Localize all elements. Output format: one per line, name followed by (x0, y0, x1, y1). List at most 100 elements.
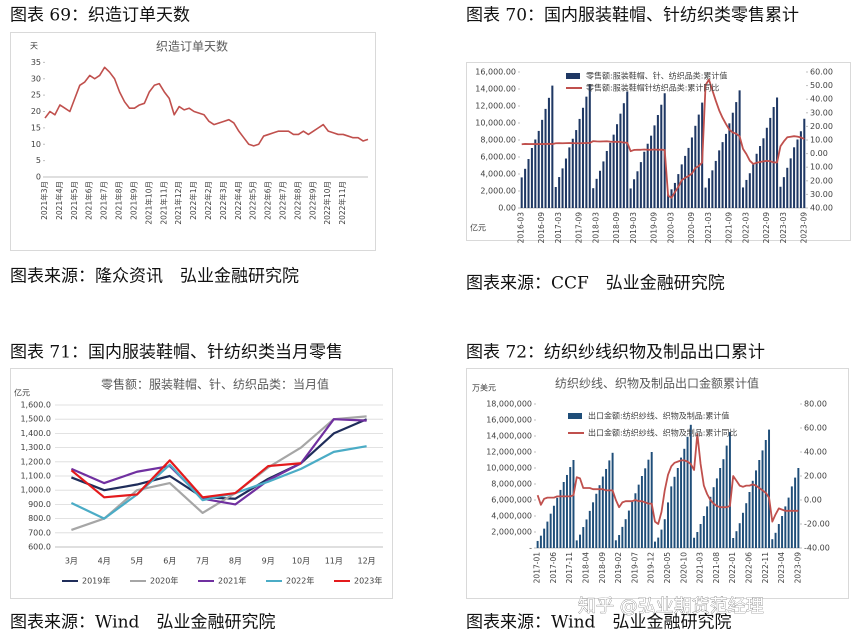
x-tick-label: 2022年6月 (263, 181, 273, 220)
watermark: 知乎 @弘业期货范经理 (578, 596, 764, 617)
y2-tick-label: 80.00 (804, 400, 827, 409)
x-tick-label: 2023-03 (779, 212, 788, 244)
bar (728, 123, 731, 208)
x-tick-label: 2022年7月 (278, 181, 288, 220)
bar (748, 173, 751, 208)
line (70, 459, 302, 499)
bar (738, 523, 741, 548)
bar (650, 452, 653, 548)
y-tick-label: 1,400.0 (20, 429, 51, 438)
y-tick-label: 700.0 (28, 528, 51, 537)
bar (608, 460, 611, 548)
bar (598, 170, 602, 208)
bar (629, 188, 632, 208)
figure-source: 图表来源：隆众资讯 弘业金融研究院 (10, 267, 299, 287)
x-tick-label: 2021年10月 (143, 181, 153, 225)
bar (752, 164, 755, 208)
bar (694, 125, 697, 208)
bar (559, 489, 562, 548)
x-tick-label: 9月 (262, 557, 275, 566)
x-tick-label: 2021-08 (712, 552, 721, 584)
bar (639, 162, 642, 208)
bar (718, 150, 721, 208)
x-tick-label: 2022-01 (728, 552, 737, 584)
bar (699, 524, 702, 548)
y2-tick-label: 40.00 (810, 204, 833, 213)
y-tick-label: 2,000,000 (491, 528, 532, 537)
y-tick-label: 4,000,000 (491, 512, 532, 521)
y2-tick-label: -40.00 (804, 544, 830, 553)
bar (745, 503, 748, 548)
bar (598, 485, 601, 548)
bar (755, 153, 758, 208)
bar (549, 513, 552, 548)
legend-swatch (568, 413, 582, 419)
x-tick-label: 2018-04 (582, 552, 591, 584)
y-tick-label: 12,000,000 (486, 448, 532, 457)
bar (731, 112, 734, 208)
bar (714, 160, 717, 208)
bar (612, 134, 615, 208)
x-tick-label: 10月 (292, 557, 310, 566)
x-tick-label: 2023-09 (799, 212, 808, 244)
bar (569, 467, 572, 548)
bar (758, 460, 761, 548)
y2-tick-label: 10.00 (810, 136, 833, 145)
y-tick-label: - (529, 544, 532, 553)
legend-label: 零售额:服装鞋帽针纺织品类:累计同比 (586, 83, 719, 93)
bar (776, 97, 779, 208)
y-tick-label: 1,600.0 (20, 401, 51, 410)
y-tick-label: 1,500.0 (20, 415, 51, 424)
x-tick-label: 2022-09 (762, 212, 771, 244)
bar (789, 158, 792, 208)
x-tick-label: 8月 (229, 557, 242, 566)
bar (670, 486, 673, 548)
bar (751, 480, 754, 548)
y-tick-label: 600.0 (28, 543, 51, 552)
bar (568, 147, 571, 208)
bar (646, 143, 649, 208)
bar (755, 470, 757, 548)
x-tick-label: 2020-03 (667, 212, 676, 244)
x-tick-label: 2018-09 (598, 552, 607, 584)
bar (768, 429, 771, 548)
bar (618, 535, 621, 548)
x-tick-label: 2022-06 (744, 552, 753, 584)
y-tick-label: 14,000.00 (475, 85, 516, 94)
bar (619, 113, 622, 208)
bar (558, 177, 561, 208)
bar (765, 127, 768, 208)
x-tick-label: 2021-09 (724, 212, 733, 244)
bar (735, 102, 738, 208)
bar (536, 540, 539, 548)
x-tick-label: 2021年8月 (114, 181, 124, 220)
y-tick-label: 4,000.00 (480, 170, 516, 179)
bar (602, 161, 605, 208)
bar (683, 448, 686, 548)
x-tick-label: 2017-09 (575, 212, 584, 244)
bar (706, 506, 709, 548)
bar (614, 540, 617, 548)
y2-tick-label: 60.00 (804, 424, 827, 433)
x-tick-label: 2020-05 (663, 552, 672, 584)
legend-label: 2021年 (218, 576, 246, 586)
x-tick-label: 2022年9月 (307, 181, 317, 220)
y-tick-label: 35 (31, 58, 41, 67)
x-tick-label: 2022年11月 (337, 181, 347, 225)
bar (711, 170, 714, 208)
bar (663, 519, 666, 548)
bar (572, 460, 575, 548)
chart-title: 织造订单天数 (156, 39, 228, 54)
bar (588, 84, 591, 208)
legend-label: 2019年 (82, 576, 110, 586)
bar (564, 158, 567, 208)
x-tick-label: 2022-11 (761, 552, 770, 584)
x-tick-label: 5月 (130, 557, 143, 566)
x-tick-label: 2022年1月 (188, 181, 198, 220)
line (71, 418, 368, 500)
bar (796, 139, 799, 208)
bar (762, 138, 765, 208)
y-tick-label: 18,000,000 (486, 400, 532, 409)
y-tick-label: 10 (31, 140, 41, 149)
bar (774, 532, 777, 548)
